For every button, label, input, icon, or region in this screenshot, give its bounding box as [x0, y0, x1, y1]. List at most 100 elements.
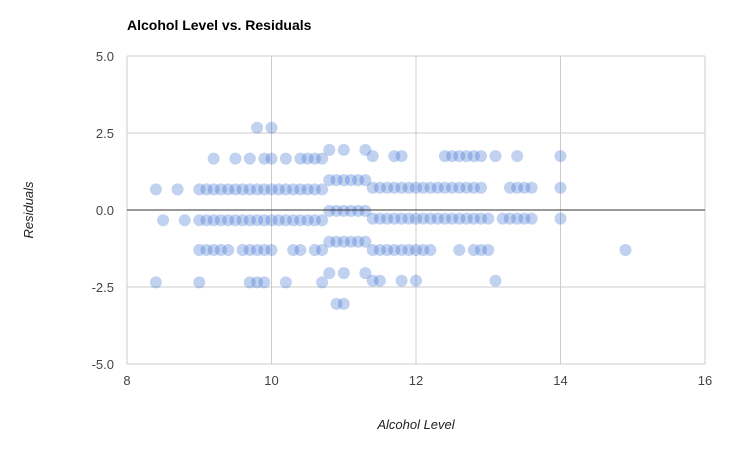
data-point — [193, 183, 206, 196]
data-point — [294, 152, 307, 165]
data-point — [402, 181, 415, 194]
data-point — [258, 276, 271, 289]
data-point — [337, 267, 350, 280]
data-point — [359, 235, 372, 248]
data-point — [171, 183, 184, 196]
data-point — [438, 181, 451, 194]
data-point — [214, 183, 227, 196]
data-point — [200, 214, 213, 227]
data-point — [467, 181, 480, 194]
data-point — [287, 183, 300, 196]
data-point — [554, 212, 567, 225]
data-point — [323, 267, 336, 280]
x-tick-label: 14 — [553, 373, 567, 388]
data-point — [373, 244, 386, 256]
data-point — [265, 214, 278, 227]
data-point — [258, 244, 271, 256]
data-point — [388, 244, 401, 256]
data-point — [308, 152, 321, 165]
data-point — [525, 212, 538, 225]
data-point — [236, 244, 249, 256]
data-point — [200, 244, 213, 256]
data-point — [460, 212, 473, 225]
data-point — [330, 297, 343, 310]
data-point — [243, 276, 256, 289]
data-point — [337, 174, 350, 187]
data-point — [337, 297, 350, 310]
data-point — [395, 150, 408, 163]
data-point — [207, 214, 220, 227]
data-point — [410, 244, 422, 256]
data-point — [431, 181, 444, 194]
data-point — [301, 214, 314, 227]
data-point — [251, 121, 264, 134]
x-tick-label: 8 — [123, 373, 130, 388]
data-point — [453, 244, 466, 256]
data-point — [345, 174, 357, 187]
data-point — [482, 212, 495, 225]
data-point — [475, 244, 487, 256]
data-point — [330, 174, 343, 187]
data-point — [345, 235, 357, 248]
data-point — [366, 274, 379, 287]
data-point — [381, 181, 394, 194]
data-point — [323, 143, 336, 156]
data-point — [431, 212, 444, 225]
data-point — [287, 244, 300, 256]
data-point — [410, 274, 422, 287]
data-point — [373, 181, 386, 194]
data-point — [258, 152, 271, 165]
data-point — [193, 214, 206, 227]
data-point — [243, 152, 256, 165]
data-point — [316, 152, 329, 165]
data-point — [294, 214, 307, 227]
data-point — [554, 181, 567, 194]
data-point — [496, 212, 509, 225]
data-point — [511, 181, 524, 194]
data-point — [207, 152, 220, 165]
data-point — [446, 181, 459, 194]
data-point — [294, 244, 307, 256]
data-point — [359, 267, 372, 280]
data-point — [518, 181, 531, 194]
data-point — [395, 274, 408, 287]
data-point — [222, 183, 235, 196]
data-point — [453, 150, 466, 163]
data-point — [265, 183, 278, 196]
data-point — [193, 244, 206, 256]
y-axis-title: Residuals — [21, 181, 36, 239]
data-point — [475, 181, 487, 194]
data-point — [352, 235, 365, 248]
data-point — [424, 212, 437, 225]
data-point — [410, 212, 422, 225]
data-point — [316, 276, 329, 289]
data-point — [301, 183, 314, 196]
data-point — [308, 214, 321, 227]
data-point — [402, 244, 415, 256]
data-point — [222, 244, 235, 256]
data-point — [482, 244, 495, 256]
data-point — [178, 214, 191, 227]
data-point — [243, 183, 256, 196]
data-point — [149, 276, 162, 289]
y-tick-label: 5.0 — [96, 49, 114, 64]
data-point — [467, 150, 480, 163]
data-point — [359, 143, 372, 156]
data-point — [287, 214, 300, 227]
data-point — [503, 181, 516, 194]
data-point — [337, 235, 350, 248]
data-point — [222, 214, 235, 227]
data-point — [366, 244, 379, 256]
data-point — [446, 150, 459, 163]
data-point — [323, 204, 336, 217]
data-point — [554, 150, 567, 163]
data-point — [503, 212, 516, 225]
x-tick-label: 12 — [409, 373, 423, 388]
chart-title: Alcohol Level vs. Residuals — [127, 17, 312, 33]
data-point — [489, 274, 502, 287]
data-point — [475, 150, 487, 163]
data-point — [251, 214, 264, 227]
data-point — [460, 181, 473, 194]
data-point — [460, 150, 473, 163]
data-point — [272, 183, 285, 196]
